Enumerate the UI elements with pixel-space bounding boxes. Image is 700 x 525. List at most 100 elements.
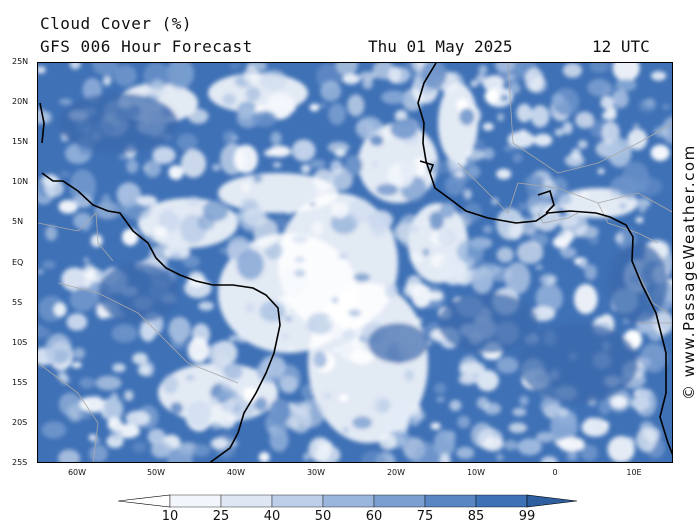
cloud-patch [636,198,651,209]
cloud-patch [512,152,523,163]
cloud-patch [122,228,139,246]
cloud-patch [58,93,178,153]
cloud-patch [71,361,82,369]
cloud-patch [368,323,428,363]
latitude-tick-label: 15N [12,137,29,147]
cloud-patch [342,73,361,85]
cloud-patch [83,257,90,264]
cloud-patch [242,207,268,227]
colorbar-tick-label: 85 [467,509,485,524]
cloud-patch [103,396,125,423]
cloud-patch [482,122,494,131]
country-borders [38,63,672,462]
cloud-patch [394,110,408,122]
cloud-patch [439,453,451,462]
cloud-patch [334,148,346,158]
cloud-patch [185,196,202,206]
cloud-patch [330,202,350,219]
cloud-patch [574,284,598,314]
cloud-patch [434,382,447,395]
cloud-patch [280,265,308,299]
cloud-patch [82,264,96,280]
cloud-patch [187,271,205,288]
cloud-patch [166,63,195,90]
cloud-patch [348,309,362,317]
cloud-patch [602,110,617,121]
cloud-patch [347,198,373,224]
latitude-tick-label: 10N [12,177,29,187]
cloud-patch [372,160,379,169]
cloud-patch [291,139,316,162]
cloud-patch [332,346,342,353]
cloud-patch [176,133,198,151]
cloud-patch [455,171,466,178]
cloud-patch [661,104,671,110]
cloud-patch [101,193,111,207]
cloud-patch [496,453,504,462]
cloud-patch [476,73,486,84]
cloud-patch [615,232,624,244]
cloud-patch [438,293,538,353]
cloud-patch [142,164,150,172]
cloud-patch [512,407,527,417]
cloud-patch [286,415,300,430]
cloud-patch [519,395,529,406]
cloud-patch [651,71,667,81]
cloud-patch [82,225,90,232]
cloud-patch [482,147,495,160]
cloud-patch [327,312,338,325]
colorbar-segment [475,494,528,508]
cloud-patch [331,297,339,304]
cloud-patch [575,111,595,129]
cloud-patch [168,165,184,180]
cloud-patch [345,155,363,176]
cloud-patch [192,444,211,457]
colorbar-tick-label: 40 [263,509,281,524]
longitude-tick-label: 50W [146,468,166,477]
latitude-tick-label: EQ [12,257,24,267]
cloud-patch [347,94,365,117]
colorbar-tick-label: 75 [416,509,434,524]
cloud-patch [398,437,406,445]
cloud-patch [252,174,263,183]
cloud-patch [90,234,103,248]
cloud-patch [147,428,166,446]
cloud-patch [187,108,209,124]
cloud-patch [410,253,424,263]
cloud-patch [258,452,270,462]
cloud-patch [500,94,510,102]
cloud-patch [235,332,249,343]
cloud-patch [89,445,108,462]
cloud-patch [470,80,478,88]
cloud-patch [185,375,195,381]
cloud-patch [154,226,168,238]
colorbar-segment [169,494,222,508]
cloud-patch [518,202,526,211]
cloud-patch [584,264,597,281]
cloud-patch [436,396,446,403]
cloud-patch [608,243,668,323]
cloud-patch [360,450,386,462]
cloud-patch [556,214,580,228]
cloud-patch [69,169,96,204]
cloud-patch [466,149,485,161]
cloud-patch [45,333,72,366]
cloud-patch [44,179,64,198]
cloud-patch [536,431,555,443]
cloud-patch [266,92,294,120]
cloud-patch [483,436,504,452]
cloud-patch [284,204,294,215]
cloud-patch [352,416,373,430]
cloud-patch [566,452,578,461]
cloud-patch [491,197,499,205]
cloud-patch [245,86,261,102]
latitude-tick-label: 15S [12,377,28,387]
cloud-patch [560,247,577,259]
cloud-patch [220,143,246,175]
cloud-patch [404,369,415,382]
cloud-patch [399,157,418,180]
cloud-patch [580,444,598,462]
cloud-patch [109,428,123,441]
cloud-patch [640,343,668,373]
cloud-patch [144,234,155,247]
